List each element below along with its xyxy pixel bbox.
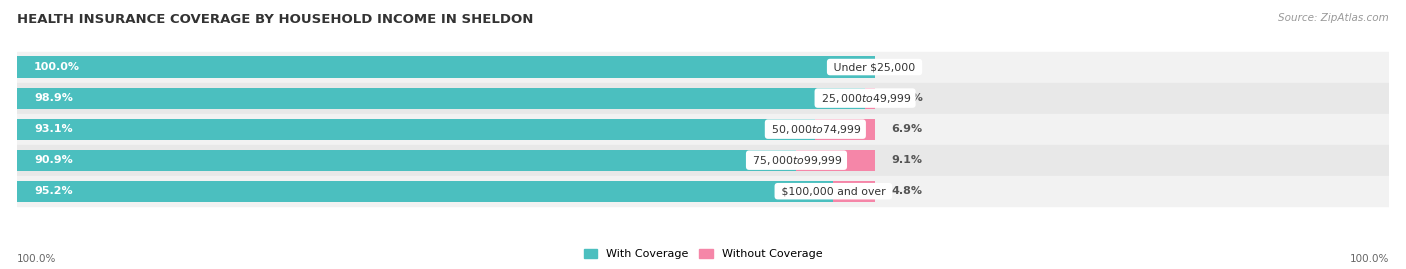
Bar (796, 150, 875, 171)
Text: 98.9%: 98.9% (34, 93, 73, 103)
Text: 90.9%: 90.9% (34, 155, 73, 165)
Text: 95.2%: 95.2% (34, 186, 73, 196)
Bar (17, 150, 796, 171)
Bar (17, 181, 834, 202)
Text: Source: ZipAtlas.com: Source: ZipAtlas.com (1278, 13, 1389, 23)
Text: 1.2%: 1.2% (893, 93, 924, 103)
Text: 93.1%: 93.1% (34, 124, 73, 134)
Text: 6.9%: 6.9% (891, 124, 922, 134)
Text: 0.0%: 0.0% (891, 62, 922, 72)
Legend: With Coverage, Without Coverage: With Coverage, Without Coverage (579, 244, 827, 263)
Bar (17, 52, 1389, 82)
Bar (17, 56, 875, 77)
Text: 100.0%: 100.0% (1350, 254, 1389, 264)
Text: 9.1%: 9.1% (891, 155, 922, 165)
Text: HEALTH INSURANCE COVERAGE BY HOUSEHOLD INCOME IN SHELDON: HEALTH INSURANCE COVERAGE BY HOUSEHOLD I… (17, 13, 533, 26)
Bar (17, 176, 1389, 206)
Text: 100.0%: 100.0% (17, 254, 56, 264)
Text: $50,000 to $74,999: $50,000 to $74,999 (768, 123, 863, 136)
Bar (17, 87, 865, 109)
Text: $75,000 to $99,999: $75,000 to $99,999 (749, 154, 844, 167)
Text: $100,000 and over: $100,000 and over (778, 186, 889, 196)
Text: Under $25,000: Under $25,000 (830, 62, 920, 72)
Bar (17, 114, 1389, 144)
Bar (17, 83, 1389, 113)
Bar (17, 146, 1389, 175)
Bar (865, 87, 876, 109)
Text: $25,000 to $49,999: $25,000 to $49,999 (818, 91, 912, 105)
Bar (17, 119, 815, 140)
Bar (815, 119, 875, 140)
Text: 100.0%: 100.0% (34, 62, 80, 72)
Bar (834, 181, 875, 202)
Text: 4.8%: 4.8% (891, 186, 922, 196)
